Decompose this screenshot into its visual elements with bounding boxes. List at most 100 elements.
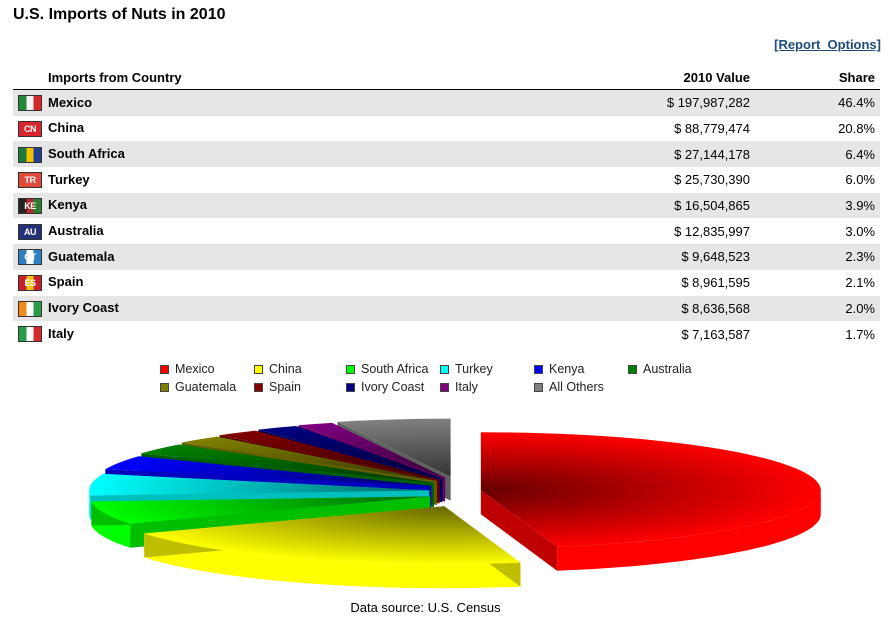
flag-icon: AU [18,223,42,240]
value-cell: $ 9,648,523 [545,244,755,270]
share-cell: 1.7% [845,326,875,342]
flag-icon [18,95,42,112]
table-header-row: Imports from Country 2010 Value Share [13,66,880,90]
pie-slice-side [557,490,821,571]
legend-label: Kenya [549,362,585,376]
page-title: U.S. Imports of Nuts in 2010 [13,6,226,23]
header-country[interactable]: Imports from Country [13,66,545,90]
legend-item: Turkey [440,362,493,376]
table-row: GT Guatemala $ 9,648,523 2.3% [13,244,880,270]
pie-slice-side [144,533,521,589]
flag-code: TR [24,175,37,186]
report-options-link[interactable]: [Report_Options] [774,37,881,52]
legend-label: China [269,362,302,376]
data-source-note: Data source: U.S. Census [350,600,501,615]
flag-code [19,302,41,316]
legend-label: Turkey [455,362,493,376]
flag-code [19,148,41,162]
pie-slice-top [144,506,521,565]
flag-icon: TR [18,172,42,189]
legend-label: Spain [269,380,301,394]
legend-swatch [160,382,169,392]
value-cell: $ 8,961,595 [681,275,750,291]
legend-item: All Others [534,380,604,394]
country-name[interactable]: Kenya [48,197,88,213]
pie-slice [144,506,521,589]
legend-item: Guatemala [160,380,236,394]
flag-icon [18,300,42,317]
legend-label: Ivory Coast [361,380,425,394]
country-name[interactable]: Italy [48,325,75,341]
country-name[interactable]: South Africa [48,145,125,161]
country-cell: South Africa [13,141,545,168]
legend-label: Australia [643,362,692,376]
country-name[interactable]: Australia [48,223,104,238]
legend-label: Guatemala [175,380,237,394]
country-name[interactable]: Mexico [48,94,93,110]
pie-slice-side [89,490,91,520]
pie-slice-top [89,473,430,496]
flag-icon: ES [18,274,42,291]
pie-chart [89,418,821,589]
legend-item: Italy [440,380,478,394]
share-cell: 46.4% [755,89,880,116]
share-cell: 2.3% [755,244,880,270]
value-cell: $ 16,504,865 [545,192,755,219]
legend-swatch [534,364,543,374]
legend-swatch [534,382,543,392]
legend-swatch [346,382,355,392]
pie-slice-top [337,418,451,477]
legend-label: Italy [455,380,478,394]
header-value[interactable]: 2010 Value [545,66,755,90]
share-cell: 2.1% [845,275,875,291]
imports-table: Imports from Country 2010 Value Share Me… [13,66,880,347]
pie-slice [480,432,821,571]
share-cell: 6.4% [755,141,880,168]
legend-swatch [440,382,449,392]
country-cell: GT Guatemala [13,244,545,270]
share-cell: 3.9% [755,192,880,219]
legend-swatch [440,364,449,374]
legend-swatch [254,364,263,374]
header-share[interactable]: Share [755,66,880,90]
table-row: South Africa $ 27,144,178 6.4% [13,141,880,168]
value-cell: $ 7,163,587 [681,326,750,342]
flag-code: GT [24,252,36,263]
table-row: Ivory Coast $ 8,636,568 2.0% [13,295,880,322]
legend-swatch [346,364,355,374]
country-name[interactable]: Ivory Coast [48,300,119,316]
flag-code: IT [26,329,35,340]
flag-icon [18,146,42,163]
flag-code: AU [24,226,37,237]
country-cell: IT Italy [13,321,545,347]
pie-slice-top [91,496,431,524]
legend-item: Mexico [160,362,215,376]
legend-swatch [254,382,263,392]
flag-code: KE [24,200,36,211]
pie-slice-top [298,422,446,478]
country-name[interactable]: Spain [48,274,84,290]
table-row: KE Kenya $ 16,504,865 3.9% [13,192,880,219]
country-name[interactable]: Guatemala [48,248,115,264]
flag-code: CN [24,123,37,134]
country-cell: Ivory Coast [13,295,545,322]
country-cell: Mexico [13,89,545,116]
pie-slice-face [480,490,558,571]
flag-icon: GT [18,249,42,266]
legend-label: All Others [549,380,604,394]
legend-label: Mexico [175,362,215,376]
flag-code [19,96,41,110]
legend-swatch [628,364,637,374]
legend-item: China [254,362,302,376]
country-name[interactable]: Turkey [48,171,90,187]
country-name[interactable]: China [48,120,85,136]
legend-item: Australia [628,362,692,376]
flag-icon: IT [18,326,42,343]
pie-slice-top [105,456,432,486]
country-cell: ES Spain [13,270,545,296]
value-cell: $ 8,636,568 [545,295,755,322]
country-cell: CN China [13,116,545,142]
legend-swatch [160,364,169,374]
value-cell: $ 12,835,997 [674,223,750,239]
legend-item: Ivory Coast [346,380,424,394]
